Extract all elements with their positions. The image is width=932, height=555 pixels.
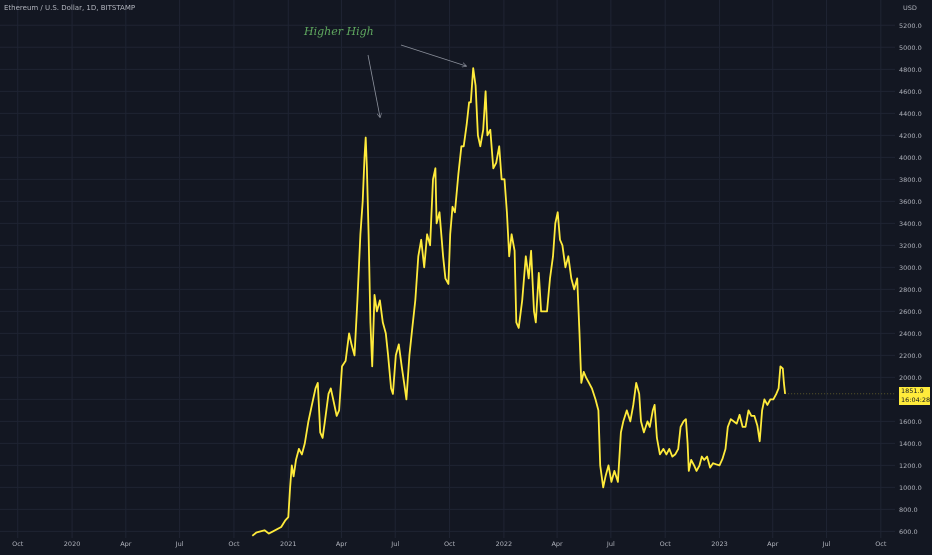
y-tick-label: 3200.0 [899, 242, 922, 250]
y-axis: 600.0800.01000.01200.01400.01600.01800.0… [899, 4, 922, 536]
x-tick-label: Apr [120, 540, 132, 548]
chart-title: Ethereum / U.S. Dollar, 1D, BITSTAMP [4, 4, 136, 12]
y-tick-label: 4600.0 [899, 88, 922, 96]
grid [0, 0, 895, 538]
y-tick-label: 800.0 [899, 506, 918, 514]
y-tick-label: 2200.0 [899, 352, 922, 360]
x-axis: Oct 2020 Apr Jul Oct 2021 Apr Jul Oct 2022 Apr Jul O… [12, 540, 887, 548]
last-price-value: 1851.9 [901, 387, 924, 395]
y-tick-label: 5200.0 [899, 22, 922, 30]
annotation-arrows [367, 44, 466, 117]
price-line [251, 67, 786, 537]
x-tick-label: Jul [822, 540, 831, 548]
y-tick-label: 2600.0 [899, 308, 922, 316]
x-tick-label: Jul [390, 540, 399, 548]
annotation-label: Higher High [304, 25, 374, 38]
series-layer [251, 67, 895, 537]
x-tick-label: 2022 [496, 540, 513, 548]
x-tick-label: Apr [336, 540, 348, 548]
y-tick-label: 1000.0 [899, 484, 922, 492]
y-tick-label: 4200.0 [899, 132, 922, 140]
x-tick-label: 2021 [280, 540, 297, 548]
y-tick-label: 5000.0 [899, 44, 922, 52]
x-tick-label: Apr [551, 540, 563, 548]
y-tick-label: 600.0 [899, 528, 918, 536]
last-price-countdown: 16:04:28 [901, 396, 931, 404]
x-tick-label: Oct [875, 540, 887, 548]
y-tick-label: 4000.0 [899, 154, 922, 162]
y-tick-label: 4800.0 [899, 66, 922, 74]
y-tick-label: 2000.0 [899, 374, 922, 382]
x-tick-label: 2023 [711, 540, 728, 548]
y-tick-label: 3000.0 [899, 264, 922, 272]
arrow-to-higher-high [400, 44, 466, 66]
x-tick-label: Oct [660, 540, 672, 548]
x-tick-label: Apr [767, 540, 779, 548]
y-tick-label: 1200.0 [899, 462, 922, 470]
arrow-to-first-high [367, 54, 380, 117]
x-tick-label: Jul [175, 540, 184, 548]
y-tick-label: 2400.0 [899, 330, 922, 338]
y-tick-label: 2800.0 [899, 286, 922, 294]
y-tick-label: 1600.0 [899, 418, 922, 426]
y-tick-label: 3400.0 [899, 220, 922, 228]
x-tick-label: Oct [228, 540, 240, 548]
x-tick-label: Oct [444, 540, 456, 548]
y-tick-label: 1400.0 [899, 440, 922, 448]
x-tick-label: Jul [606, 540, 615, 548]
x-tick-label: Oct [12, 540, 24, 548]
last-price-tag: 1851.9 16:04:28 [899, 387, 930, 405]
y-tick-label: 3800.0 [899, 176, 922, 184]
y-tick-label: 3600.0 [899, 198, 922, 206]
x-tick-label: 2020 [64, 540, 81, 548]
y-tick-label: 4400.0 [899, 110, 922, 118]
y-axis-unit: USD [903, 4, 917, 12]
